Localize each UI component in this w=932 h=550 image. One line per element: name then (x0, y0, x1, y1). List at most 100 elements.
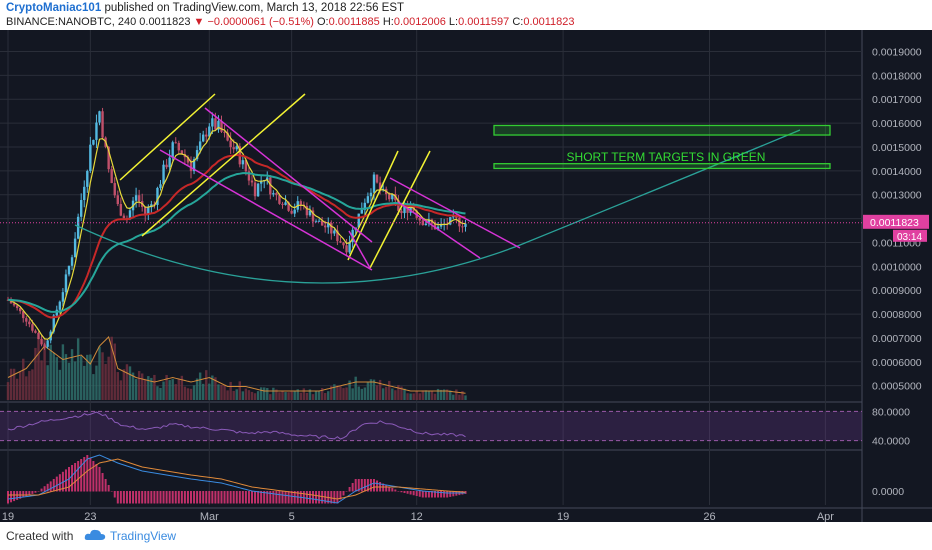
candle-body (333, 230, 336, 234)
macd-histogram-bar (302, 491, 305, 504)
macd-histogram-bar (284, 491, 287, 504)
volume-bar (49, 344, 52, 400)
volume-bar (269, 394, 272, 400)
volume-bar (67, 362, 71, 400)
tradingview-brand[interactable]: TradingView (110, 529, 177, 543)
candle-body (317, 220, 321, 222)
candle-body (95, 122, 98, 140)
price-chart[interactable]: SHORT TERM TARGETS IN GREEN 80.0000 40.00… (0, 30, 932, 522)
macd-histogram-bar (183, 491, 186, 504)
volume-bar (238, 381, 241, 400)
high-label: H: (382, 16, 394, 28)
y-tick-label: 0.0019000 (872, 46, 922, 58)
macd-histogram-bar (421, 491, 424, 498)
volume-bar (214, 377, 217, 400)
candle-body (229, 140, 232, 148)
candle-body (439, 224, 443, 227)
candle-body (314, 221, 318, 223)
macd-histogram-bar (363, 479, 366, 492)
macd-histogram-bar (360, 479, 363, 492)
candle-body (98, 111, 101, 123)
channel-trendline (397, 201, 481, 259)
target-zone (493, 163, 831, 170)
macd-histogram-bar (437, 491, 440, 498)
candle-body (134, 195, 138, 201)
x-tick-label: Mar (200, 511, 219, 522)
y-tick-label: 0.0018000 (872, 70, 922, 82)
volume-bar (275, 389, 278, 400)
volume-bar (327, 391, 330, 400)
macd-histogram-bar (71, 465, 74, 492)
candle-body (436, 226, 440, 230)
macd-histogram-bar (244, 491, 247, 504)
macd-histogram-bar (49, 481, 52, 492)
volume-bar (439, 389, 443, 400)
volume-bar (296, 389, 299, 400)
candle-body (232, 147, 235, 150)
volume-bar (247, 390, 251, 400)
candle-body (461, 226, 464, 228)
ema-mid-line (7, 153, 466, 319)
candle-body (19, 308, 22, 312)
macd-histogram-bar (241, 491, 244, 504)
volume-bar (369, 379, 373, 400)
volume-bar (9, 368, 13, 400)
macd-histogram-bar (260, 491, 263, 504)
macd-histogram-bar (156, 491, 159, 504)
macd-histogram-bar (235, 491, 238, 504)
volume-bar (153, 374, 156, 400)
macd-histogram-bar (186, 491, 189, 504)
volume-bar (70, 349, 74, 400)
symbol-line: BINANCE:NANOBTC, 240 0.0011823 ▼ −0.0000… (6, 16, 575, 28)
macd-histogram-bar (28, 491, 31, 496)
volume-bar (232, 390, 235, 400)
volume-bar (330, 386, 333, 400)
macd-histogram-bar (354, 479, 357, 492)
author-link[interactable]: CryptoManiac101 (6, 2, 102, 14)
x-tick-label: 26 (703, 511, 715, 522)
macd-histogram-bar (348, 487, 351, 492)
macd-histogram-bar (321, 491, 324, 504)
volume-bar (284, 392, 287, 400)
last-price-text: 0.0011823 (870, 217, 919, 229)
candle-body (43, 344, 46, 347)
last-price: 0.0011823 (139, 16, 191, 28)
candle-body (144, 206, 147, 215)
close-label: C: (512, 16, 524, 28)
volume-bar (400, 386, 403, 400)
macd-histogram-bar (440, 491, 443, 498)
candle-body (342, 242, 345, 246)
candle-body (40, 338, 43, 345)
macd-histogram-bar (266, 491, 269, 504)
macd-histogram-bar (86, 455, 89, 492)
volume-bar (436, 388, 440, 400)
flag-trendline (119, 93, 216, 181)
y-tick-label: 0.0006000 (872, 357, 922, 369)
candle-body (34, 330, 37, 333)
y-tick-label: 0.0010000 (872, 261, 922, 273)
volume-bar (98, 346, 101, 400)
candle-body (320, 220, 324, 226)
price-change: −0.0000061 (−0.51%) (207, 16, 314, 28)
macd-histogram-bar (376, 480, 379, 492)
macd-histogram-bar (43, 486, 46, 492)
candle-body (375, 174, 379, 183)
volume-bar (107, 356, 110, 400)
volume-bar (125, 364, 129, 400)
macd-histogram-bar (388, 486, 391, 492)
volume-bar (290, 391, 293, 400)
candle-body (101, 111, 104, 138)
macd-tick-label: 0.0000 (872, 486, 904, 498)
rsi-tick-label: 80.0000 (872, 406, 910, 418)
macd-histogram-bar (446, 491, 449, 498)
volume-bar (226, 390, 229, 400)
macd-histogram-bar (254, 491, 257, 504)
macd-histogram-bar (449, 491, 452, 497)
macd-histogram-bar (452, 491, 455, 497)
volume-bar (156, 386, 159, 400)
volume-bar (281, 390, 284, 400)
x-tick-label: 19 (557, 511, 569, 522)
candle-body (293, 209, 296, 214)
volume-bar (336, 385, 339, 400)
candle-body (256, 183, 260, 197)
